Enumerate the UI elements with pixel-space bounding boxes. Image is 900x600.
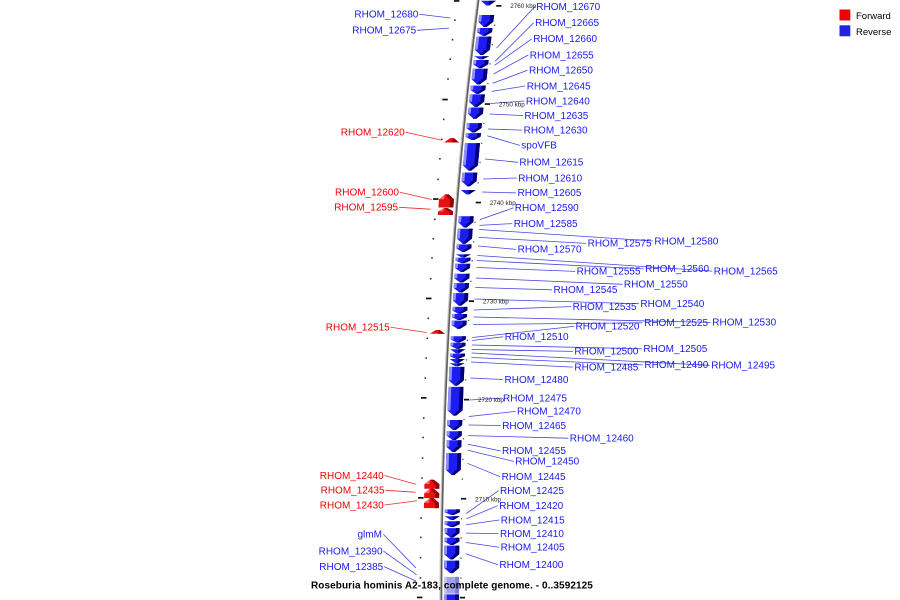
svg-text:RHOM_12630: RHOM_12630	[524, 125, 588, 136]
svg-text:RHOM_12670: RHOM_12670	[536, 2, 600, 13]
svg-text:RHOM_12565: RHOM_12565	[714, 266, 778, 277]
svg-text:RHOM_12525: RHOM_12525	[644, 318, 708, 329]
svg-text:RHOM_12500: RHOM_12500	[574, 347, 638, 358]
svg-text:2710 kbp: 2710 kbp	[475, 496, 501, 503]
svg-text:RHOM_12610: RHOM_12610	[518, 173, 582, 184]
svg-text:RHOM_12465: RHOM_12465	[502, 421, 566, 432]
svg-text:RHOM_12510: RHOM_12510	[505, 332, 569, 343]
svg-text:RHOM_12580: RHOM_12580	[654, 236, 718, 247]
svg-text:RHOM_12645: RHOM_12645	[527, 81, 591, 92]
svg-text:RHOM_12515: RHOM_12515	[326, 323, 390, 334]
svg-text:RHOM_12535: RHOM_12535	[573, 302, 637, 313]
svg-text:RHOM_12655: RHOM_12655	[530, 50, 594, 61]
svg-text:Reverse: Reverse	[856, 27, 891, 38]
svg-text:RHOM_12415: RHOM_12415	[501, 515, 565, 526]
svg-text:RHOM_12675: RHOM_12675	[352, 26, 416, 37]
svg-text:2740 kbp: 2740 kbp	[490, 200, 516, 207]
svg-text:RHOM_12665: RHOM_12665	[535, 18, 599, 29]
svg-text:RHOM_12560: RHOM_12560	[645, 264, 709, 275]
svg-text:RHOM_12660: RHOM_12660	[533, 34, 597, 45]
svg-text:RHOM_12405: RHOM_12405	[501, 543, 565, 554]
svg-text:Forward: Forward	[856, 11, 891, 22]
svg-text:RHOM_12590: RHOM_12590	[515, 203, 579, 214]
svg-text:RHOM_12490: RHOM_12490	[644, 360, 708, 371]
svg-text:2750 kbp: 2750 kbp	[499, 102, 525, 109]
svg-text:RHOM_12585: RHOM_12585	[514, 219, 578, 230]
svg-text:RHOM_12575: RHOM_12575	[588, 239, 652, 250]
svg-text:RHOM_12530: RHOM_12530	[712, 318, 776, 329]
svg-text:RHOM_12520: RHOM_12520	[576, 322, 640, 333]
svg-text:RHOM_12595: RHOM_12595	[334, 203, 398, 214]
svg-text:glmM: glmM	[358, 530, 382, 541]
svg-text:RHOM_12650: RHOM_12650	[529, 66, 593, 77]
svg-text:RHOM_12555: RHOM_12555	[577, 267, 641, 278]
svg-text:2720 kbp: 2720 kbp	[478, 397, 504, 404]
svg-text:RHOM_12480: RHOM_12480	[505, 375, 569, 386]
svg-text:RHOM_12440: RHOM_12440	[320, 471, 384, 482]
svg-text:RHOM_12635: RHOM_12635	[524, 111, 588, 122]
svg-text:RHOM_12620: RHOM_12620	[341, 128, 405, 139]
svg-text:2730 kbp: 2730 kbp	[483, 299, 509, 306]
svg-text:RHOM_12455: RHOM_12455	[502, 446, 566, 457]
svg-text:RHOM_12475: RHOM_12475	[503, 393, 567, 404]
svg-text:RHOM_12540: RHOM_12540	[640, 299, 704, 310]
svg-text:RHOM_12400: RHOM_12400	[499, 560, 563, 571]
svg-text:2760 kbp: 2760 kbp	[510, 3, 536, 10]
svg-text:RHOM_12640: RHOM_12640	[526, 96, 590, 107]
svg-text:RHOM_12570: RHOM_12570	[518, 245, 582, 256]
svg-text:RHOM_12550: RHOM_12550	[624, 280, 688, 291]
svg-text:RHOM_12430: RHOM_12430	[320, 500, 384, 511]
svg-text:RHOM_12385: RHOM_12385	[319, 562, 383, 573]
svg-text:RHOM_12450: RHOM_12450	[515, 457, 579, 468]
svg-text:RHOM_12485: RHOM_12485	[574, 362, 638, 373]
svg-text:RHOM_12445: RHOM_12445	[502, 472, 566, 483]
svg-text:RHOM_12505: RHOM_12505	[643, 344, 707, 355]
svg-text:RHOM_12495: RHOM_12495	[711, 361, 775, 372]
svg-text:RHOM_12615: RHOM_12615	[519, 158, 583, 169]
svg-text:RHOM_12460: RHOM_12460	[570, 434, 634, 445]
svg-text:RHOM_12680: RHOM_12680	[354, 10, 418, 21]
svg-text:RHOM_12470: RHOM_12470	[517, 407, 581, 418]
svg-text:RHOM_12410: RHOM_12410	[500, 529, 564, 540]
svg-text:RHOM_12545: RHOM_12545	[554, 285, 618, 296]
svg-text:RHOM_12600: RHOM_12600	[335, 188, 399, 199]
svg-text:RHOM_12390: RHOM_12390	[319, 546, 383, 557]
svg-text:RHOM_12605: RHOM_12605	[518, 188, 582, 199]
svg-text:RHOM_12435: RHOM_12435	[321, 486, 385, 497]
svg-text:RHOM_12420: RHOM_12420	[499, 501, 563, 512]
svg-text:RHOM_12425: RHOM_12425	[500, 486, 564, 497]
svg-text:Roseburia hominis A2-183, comp: Roseburia hominis A2-183, complete genom…	[311, 581, 593, 592]
svg-text:spoVFB: spoVFB	[521, 141, 557, 152]
